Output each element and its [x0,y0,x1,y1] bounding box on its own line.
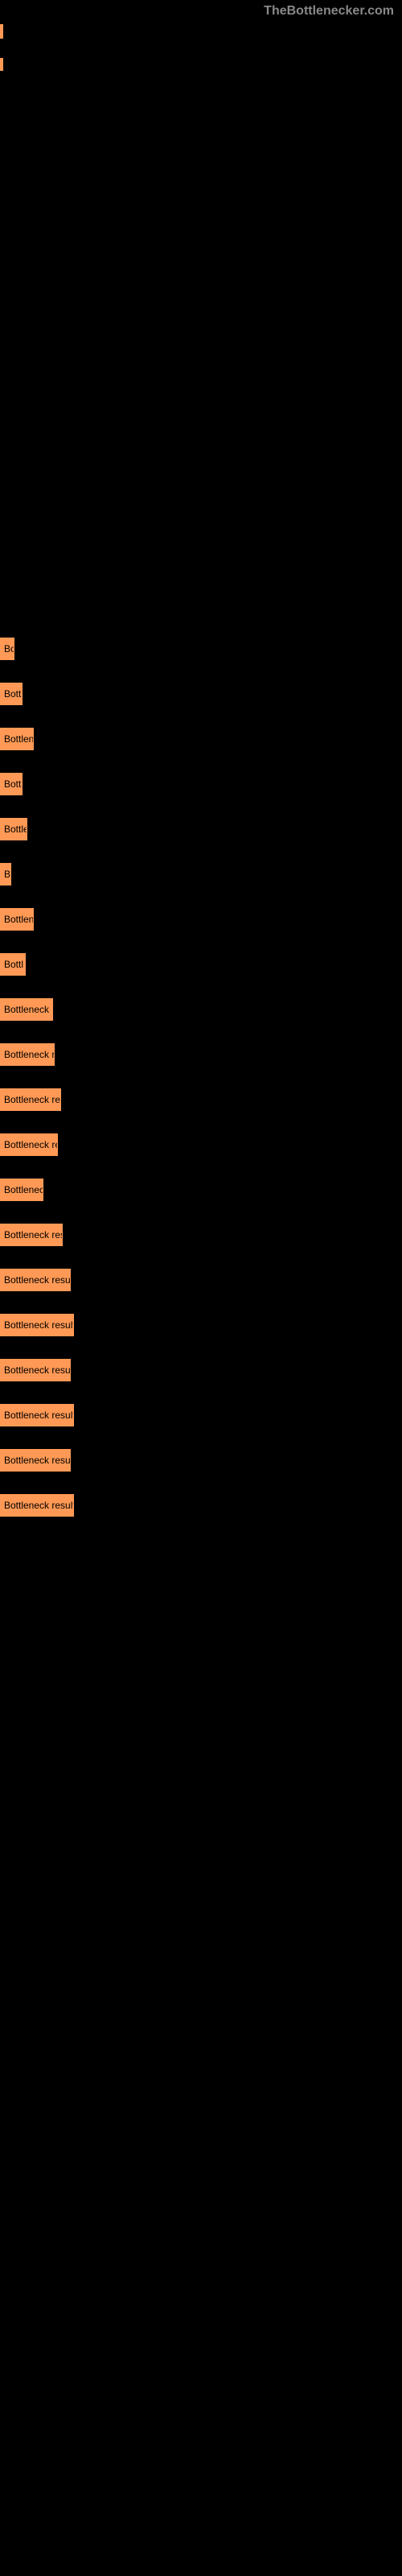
bottleneck-result-bar[interactable]: Bo [0,638,14,660]
top-marker-2 [0,58,3,71]
bottleneck-result-bar[interactable]: Bottleneck res [0,1133,58,1156]
bar-group: Bottleneck [0,1179,402,1201]
bar-group: Bottleneck resu [0,1088,402,1111]
bottleneck-result-bar[interactable]: Bottleneck result [0,1269,71,1291]
spacer [0,74,402,638]
bar-group: Bottleneck resu [0,1224,402,1246]
bar-group: Bo [0,638,402,660]
bar-group: Bottlene [0,908,402,931]
bottleneck-result-bar[interactable]: Bott [0,683,23,705]
bar-group: Bottlene [0,728,402,750]
bar-group: Bottleneck re [0,998,402,1021]
bottleneck-result-bar[interactable]: Bottleneck result [0,1314,74,1336]
bottleneck-result-bar[interactable]: B [0,863,11,886]
bar-group: Bottleneck re [0,1043,402,1066]
bottleneck-result-bar[interactable]: Bottleneck resu [0,1224,63,1246]
bottleneck-result-bar[interactable]: Bottleneck resu [0,1088,61,1111]
bottleneck-result-bar[interactable]: Bottle [0,818,27,840]
top-marker-1 [0,24,3,39]
bottleneck-result-bar[interactable]: Bottl [0,953,26,976]
bar-group: Bottl [0,953,402,976]
bar-group: Bottleneck result [0,1449,402,1472]
bottleneck-result-bar[interactable]: Bottleneck result [0,1449,71,1472]
site-header: TheBottlenecker.com [264,4,394,19]
bar-group: Bottle [0,818,402,840]
bar-group: Bott [0,683,402,705]
bottleneck-result-bar[interactable]: Bottleneck re [0,1043,55,1066]
bottleneck-result-bar[interactable]: Bottleneck result [0,1404,74,1426]
bar-group: Bottleneck result [0,1494,402,1517]
bottleneck-result-bar[interactable]: Bottleneck re [0,998,53,1021]
bottleneck-result-bar[interactable]: Bott [0,773,23,795]
bar-group: Bott [0,773,402,795]
bottleneck-result-bar[interactable]: Bottleneck result [0,1359,71,1381]
bottleneck-result-bar[interactable]: Bottlene [0,908,34,931]
bottleneck-result-bar[interactable]: Bottleneck [0,1179,43,1201]
bar-group: Bottleneck result [0,1269,402,1291]
main-content: Bo Bott Bottlene Bott Bottle B Bottlene Bottl Bo… [0,0,402,1517]
bar-group: Bottleneck result [0,1359,402,1381]
bar-group: Bottleneck result [0,1404,402,1426]
bar-group: Bottleneck result [0,1314,402,1336]
bar-group: Bottleneck res [0,1133,402,1156]
bottleneck-result-bar[interactable]: Bottleneck result [0,1494,74,1517]
bottleneck-bars-list: Bo Bott Bottlene Bott Bottle B Bottlene Bottl Bo… [0,638,402,1517]
bottleneck-result-bar[interactable]: Bottlene [0,728,34,750]
bar-group: B [0,863,402,886]
